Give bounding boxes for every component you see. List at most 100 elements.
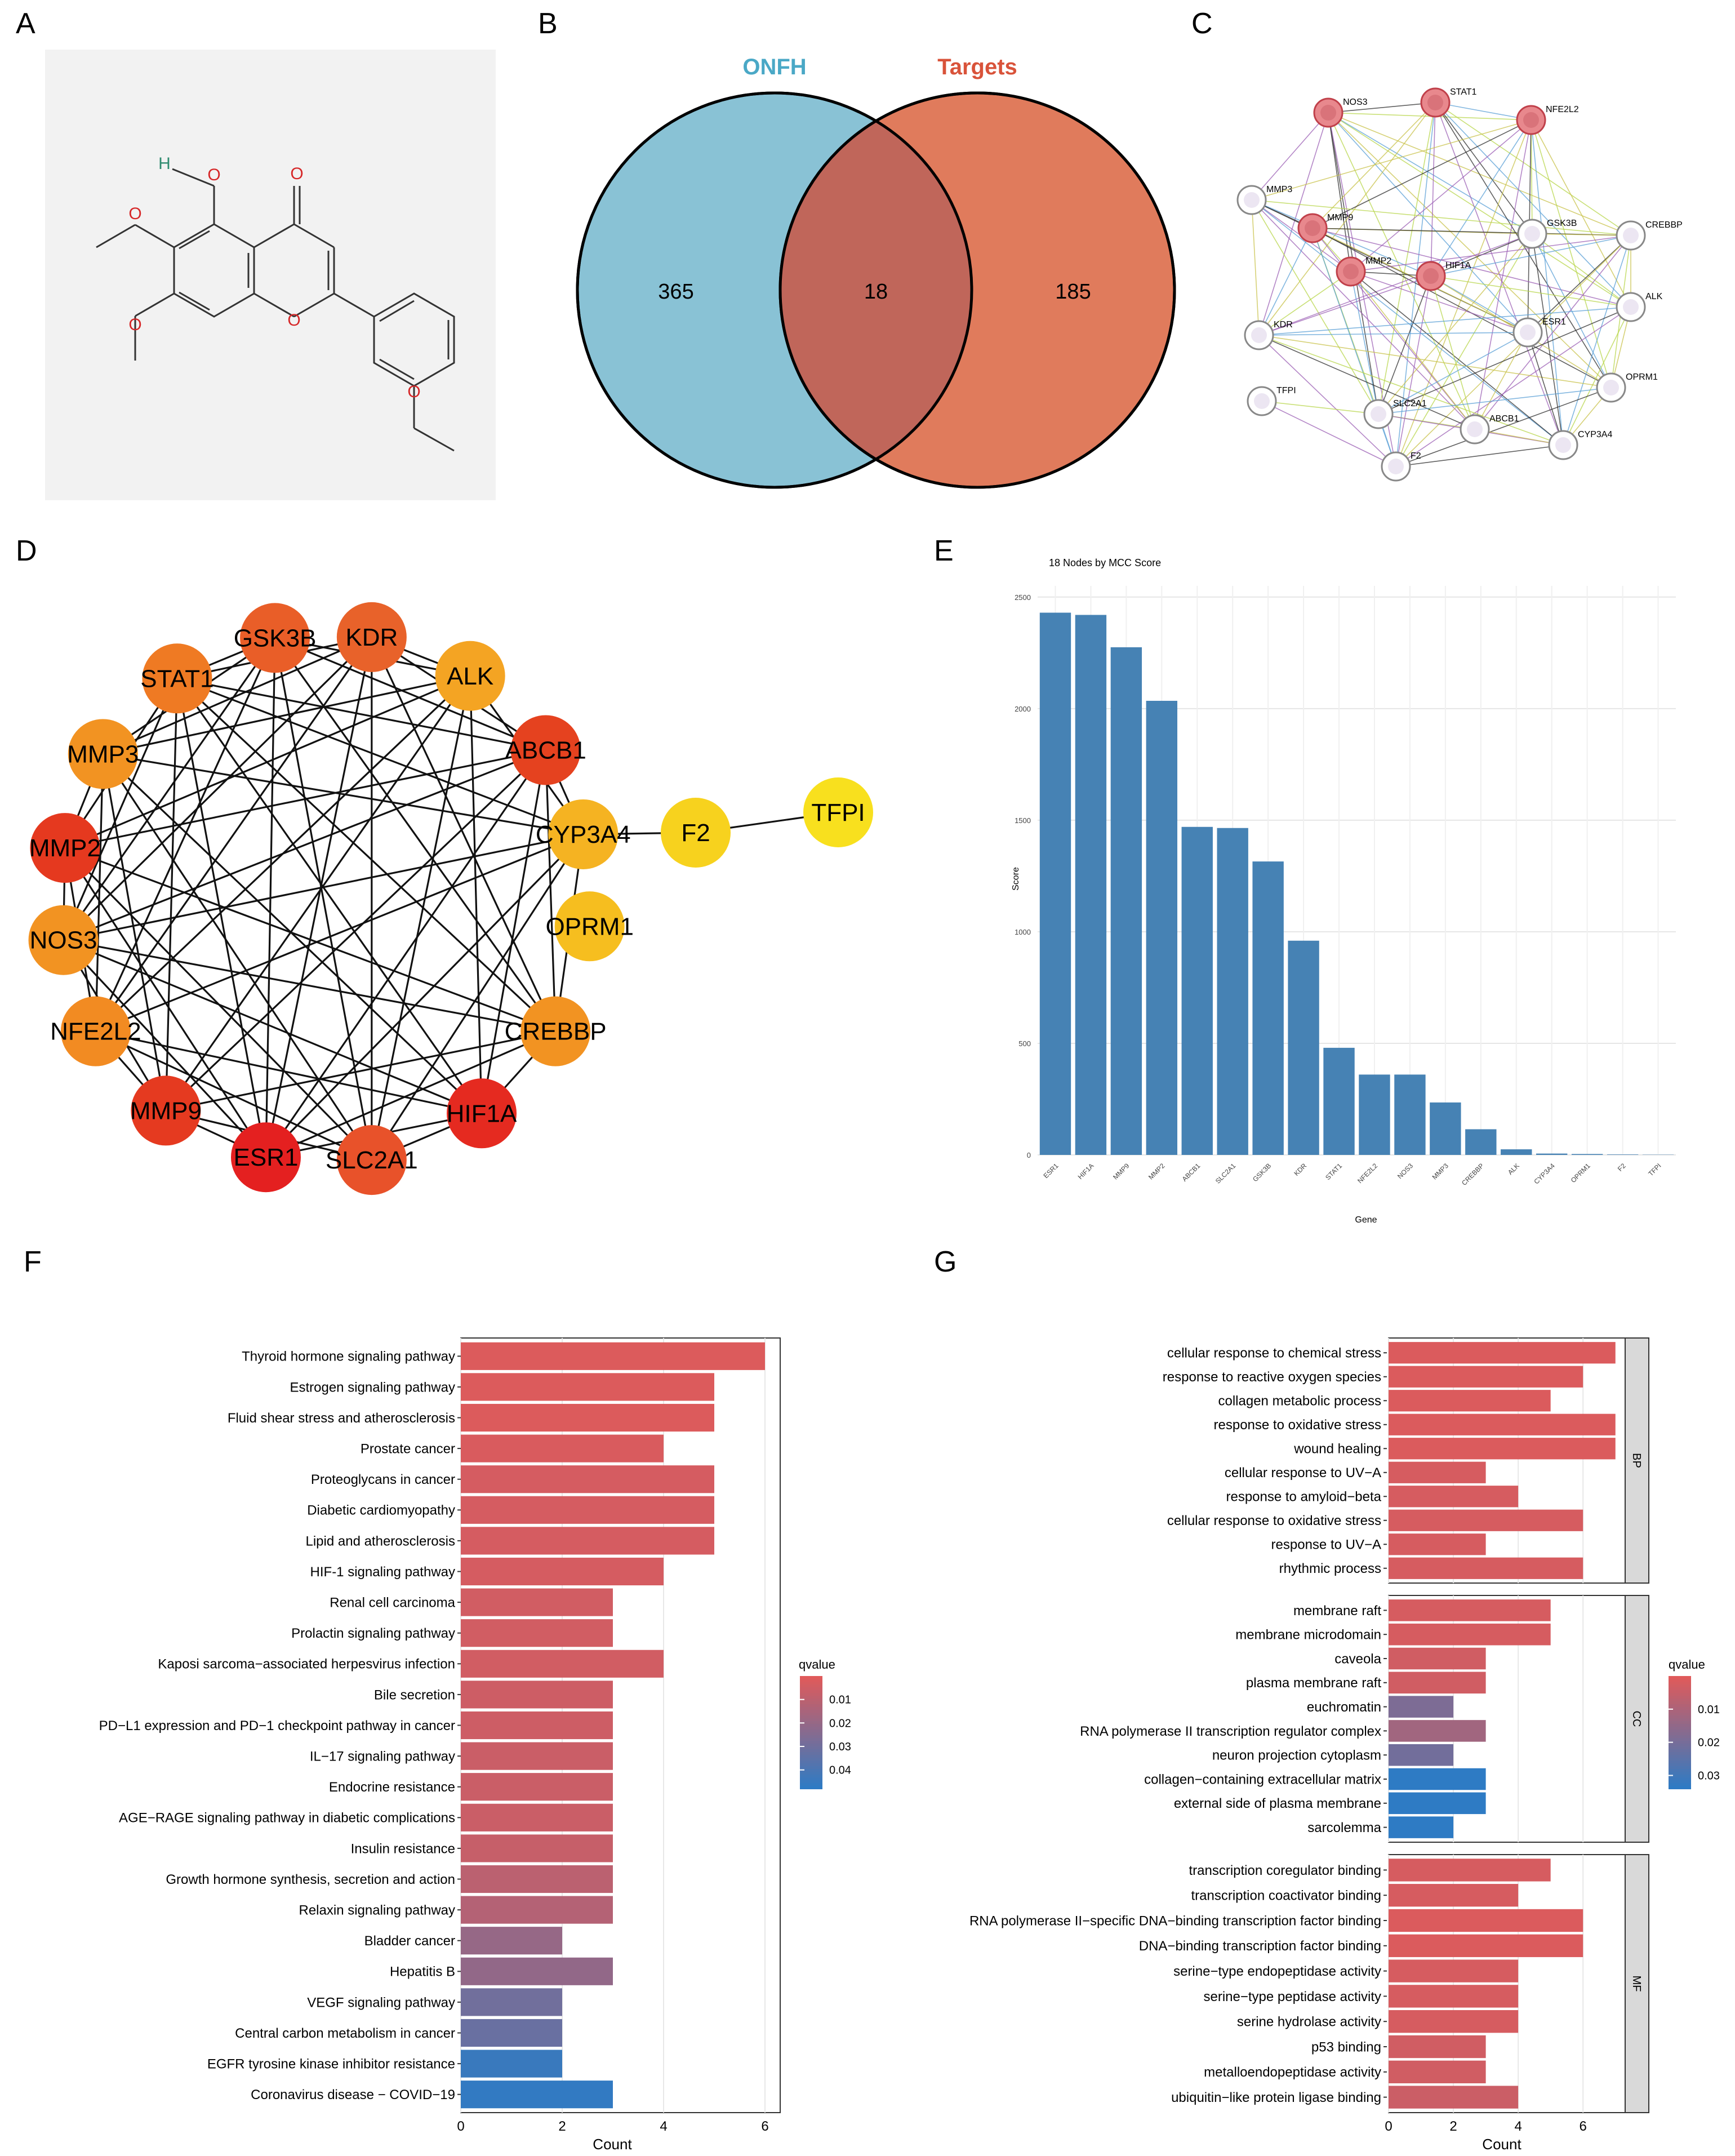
panel-label-f: F (24, 1246, 42, 1278)
network-node (336, 602, 407, 672)
legend-swatch (800, 1732, 822, 1736)
string-edge (1531, 119, 1533, 234)
venn-overlap-count: 18 (864, 280, 888, 304)
network-edge (63, 749, 546, 941)
network-node-label: F2 (681, 819, 710, 847)
string-edge (1532, 233, 1612, 388)
network-edge (274, 637, 557, 1032)
string-edge (1258, 275, 1431, 336)
bar (1323, 1047, 1355, 1155)
x-tick-label: SLC2A1 (1214, 1162, 1238, 1185)
category-label: external side of plasma membrane (1174, 1796, 1381, 1811)
bar (1389, 1934, 1583, 1957)
x-tick-label: MMP9 (1111, 1162, 1131, 1181)
bar (1389, 1599, 1551, 1621)
category-label: RNA polymerase II−specific DNA−binding t… (969, 1913, 1381, 1928)
category-label: DNA−binding transcription factor binding (1139, 1939, 1381, 1954)
string-edge (1258, 228, 1313, 336)
category-label: EGFR tyrosine kinase inhibitor resistanc… (207, 2057, 455, 2072)
bar (1217, 828, 1248, 1155)
legend-swatch (800, 1752, 822, 1755)
bar (1039, 612, 1071, 1155)
bar (1389, 1744, 1454, 1766)
legend-swatch (800, 1699, 822, 1702)
network-edge (95, 754, 104, 1032)
network-node-label: TFPI (811, 799, 865, 826)
legend-swatch (1669, 1741, 1691, 1744)
string-edge (1328, 112, 1533, 234)
string-edge (1435, 102, 1532, 121)
bar (1389, 1486, 1519, 1508)
bar (461, 1465, 714, 1493)
category-label: p53 binding (1311, 2039, 1381, 2055)
bar (461, 1865, 613, 1893)
x-tick-label: 4 (1514, 2119, 1522, 2134)
network-node (520, 996, 591, 1066)
network-edge (274, 638, 373, 1161)
panel-label-c: C (1191, 7, 1213, 40)
legend-swatch (1669, 1730, 1691, 1733)
network-edge (469, 675, 483, 1114)
category-label: Relaxin signaling pathway (299, 1903, 456, 1918)
y-tick-label: 500 (1018, 1039, 1031, 1048)
network-node (510, 715, 581, 785)
y-tick-label: 1000 (1015, 928, 1031, 936)
legend-swatch (1669, 1761, 1691, 1764)
network-node (240, 603, 310, 673)
category-label: wound healing (1293, 1442, 1381, 1457)
legend-swatch (800, 1718, 822, 1722)
legend-swatch (1669, 1772, 1691, 1775)
bar (1389, 1696, 1454, 1718)
hub-network: KDR ALK ABCB1 CYP3A4 OPRM1 CREBBP HIF1A SLC2A1 E… (28, 602, 873, 1195)
legend-swatch (800, 1766, 822, 1770)
network-edge (102, 754, 167, 1111)
string-edge (1474, 119, 1532, 430)
network-edge (371, 834, 584, 1161)
string-node-label: MMP9 (1327, 213, 1353, 223)
legend-swatch (800, 1769, 822, 1772)
bar (1181, 826, 1213, 1155)
bar (461, 1834, 613, 1862)
category-label: rhythmic process (1279, 1561, 1381, 1576)
string-edge (1532, 233, 1631, 236)
category-label: response to oxidative stress (1214, 1417, 1381, 1433)
category-label: Renal cell carcinoma (330, 1595, 455, 1611)
string-edge (1430, 102, 1436, 277)
legend-swatch (800, 1744, 822, 1747)
legend-swatch (1669, 1715, 1691, 1719)
network-edge (95, 637, 276, 1032)
string-edge (1395, 387, 1612, 467)
category-label: cellular response to chemical stress (1167, 1346, 1381, 1361)
category-label: membrane raft (1293, 1603, 1381, 1619)
bar (1389, 1884, 1519, 1907)
string-edge (1328, 112, 1631, 308)
network-node (230, 1122, 301, 1193)
string-edge (1251, 199, 1631, 236)
network-node-label: ABCB1 (505, 736, 586, 764)
string-node-label: ABCB1 (1489, 414, 1519, 424)
category-label: response to UV−A (1271, 1537, 1381, 1553)
go-bar-chart: Count qvalue BP cellular response to chem… (969, 1337, 1720, 2153)
string-network: NOS3 STAT1 NFE2L2 MMP3 MMP9 GSK3B CREBBP MMP2 HI… (1236, 87, 1683, 482)
bar (1389, 1985, 1519, 2008)
string-edge (1531, 119, 1612, 388)
network-edge (64, 847, 372, 1161)
legend-swatch (800, 1749, 822, 1753)
network-node (131, 1075, 201, 1146)
string-edge (1251, 199, 1431, 277)
bar (461, 1557, 664, 1586)
string-node-label: MMP2 (1365, 256, 1391, 266)
string-edge (1350, 271, 1379, 415)
legend-swatch (1669, 1727, 1691, 1730)
string-edge (1258, 306, 1631, 336)
network-edge (95, 833, 584, 1033)
legend-swatch (1669, 1721, 1691, 1724)
legend-swatch (1669, 1707, 1691, 1710)
legend-swatch (1669, 1769, 1691, 1772)
category-label: cellular response to UV−A (1225, 1465, 1381, 1481)
category-label: AGE−RAGE signaling pathway in diabetic c… (119, 1811, 455, 1826)
bar (1359, 1074, 1390, 1155)
bar (1389, 1792, 1486, 1815)
string-node-core (1623, 299, 1639, 315)
string-edge (1258, 335, 1475, 430)
